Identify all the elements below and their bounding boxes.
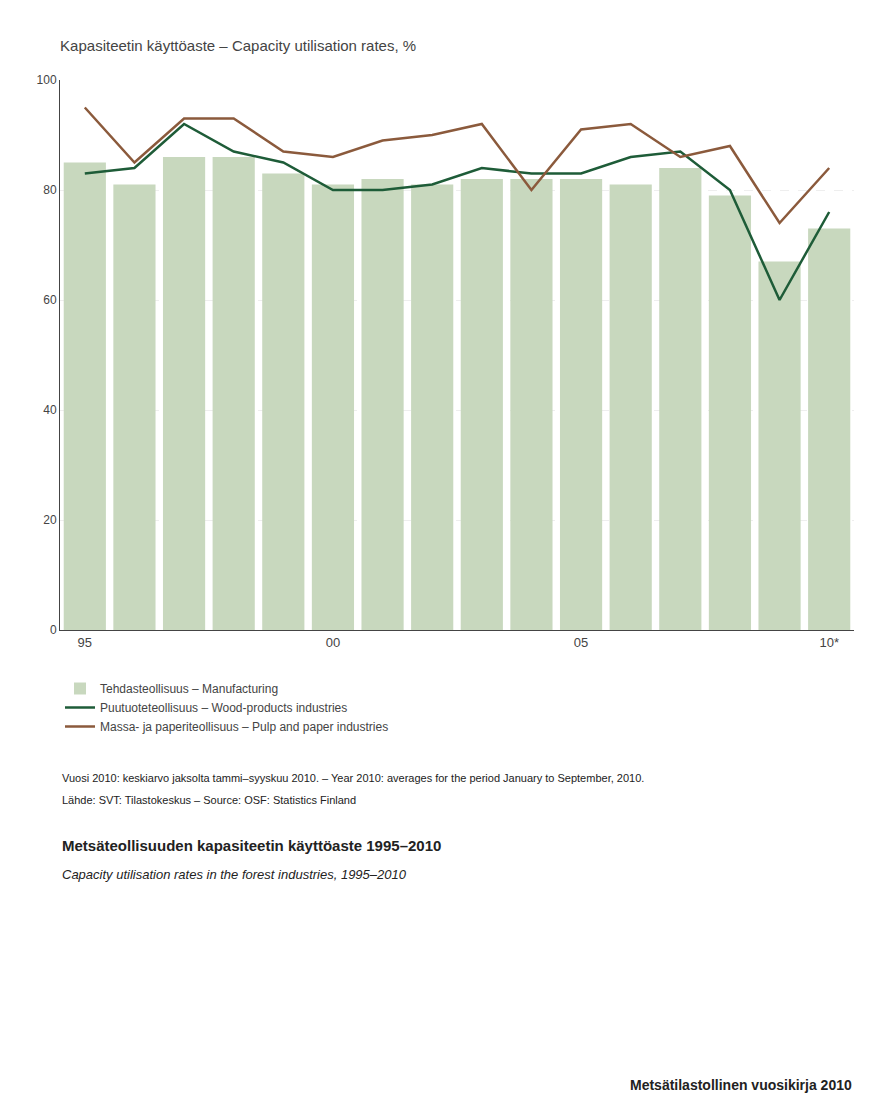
svg-text:Massa- ja paperiteollisuus – P: Massa- ja paperiteollisuus – Pulp and pa… (100, 720, 388, 734)
svg-text:60: 60 (43, 293, 57, 307)
svg-text:0: 0 (50, 623, 57, 637)
svg-text:40: 40 (43, 403, 57, 417)
svg-text:Vuosi 2010: keskiarvo jaksolta: Vuosi 2010: keskiarvo jaksolta tammi–syy… (62, 772, 644, 784)
svg-text:Tehdasteollisuus – Manufacturi: Tehdasteollisuus – Manufacturing (100, 682, 278, 696)
svg-text:10*: 10* (819, 635, 839, 650)
svg-text:Kapasiteetin käyttöaste – Capa: Kapasiteetin käyttöaste – Capacity utili… (60, 37, 416, 54)
svg-text:Metsätilastollinen vuosikirja: Metsätilastollinen vuosikirja 2010 (630, 1077, 852, 1093)
svg-text:20: 20 (43, 513, 57, 527)
svg-text:Puutuoteteollisuus – Wood-prod: Puutuoteteollisuus – Wood-products indus… (100, 701, 347, 715)
svg-text:05: 05 (574, 635, 588, 650)
svg-text:00: 00 (326, 635, 340, 650)
svg-text:80: 80 (43, 183, 57, 197)
svg-text:Capacity utilisation rates in: Capacity utilisation rates in the forest… (62, 867, 407, 882)
svg-text:95: 95 (78, 635, 92, 650)
svg-text:Lähde: SVT: Tilastokeskus – So: Lähde: SVT: Tilastokeskus – Source: OSF:… (62, 794, 356, 806)
svg-text:Metsäteollisuuden kapasiteetin: Metsäteollisuuden kapasiteetin käyttöast… (62, 837, 441, 854)
svg-text:100: 100 (37, 73, 57, 87)
